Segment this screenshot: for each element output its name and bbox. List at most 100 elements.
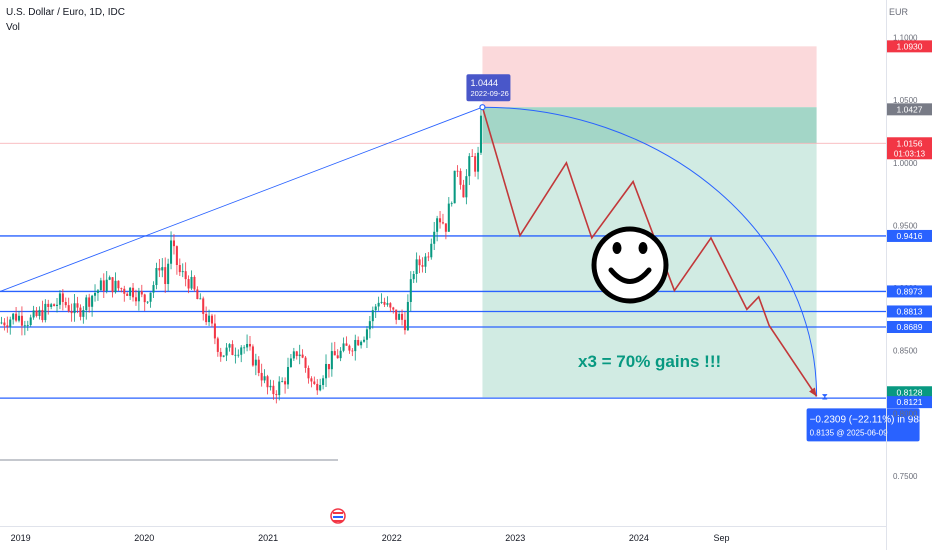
- volume-indicator-label[interactable]: Vol: [6, 22, 20, 33]
- candle-body: [240, 347, 243, 355]
- candle-body: [433, 231, 436, 244]
- smiley-mouth: [608, 267, 652, 284]
- candle-body: [246, 343, 249, 348]
- price-tag-box: [887, 137, 932, 160]
- candle-body: [102, 280, 105, 292]
- y-tick-label: 1.1000: [893, 34, 918, 43]
- candle-body: [172, 240, 175, 247]
- candle-body: [456, 170, 459, 172]
- price-tag-label: 0.8813: [897, 306, 923, 316]
- candle-body: [53, 304, 56, 306]
- candle-body: [94, 292, 97, 296]
- candle-body: [219, 351, 222, 357]
- candle-body: [129, 287, 132, 296]
- candle-body: [439, 218, 442, 223]
- candle-body: [202, 298, 205, 314]
- candle-body: [289, 358, 292, 368]
- y-tick-label: 0.8500: [893, 347, 918, 356]
- candle-body: [213, 323, 216, 339]
- y-tick-label: 0.9500: [893, 221, 918, 230]
- candle-body: [29, 317, 32, 326]
- candle-body: [421, 265, 424, 267]
- candle-body: [324, 363, 328, 379]
- candle-body: [76, 303, 79, 308]
- price-tag-label: 0.8121: [897, 397, 923, 407]
- candle-body: [41, 309, 44, 321]
- candle-body: [363, 339, 366, 342]
- candle-body: [418, 259, 421, 266]
- candle-body: [304, 357, 307, 368]
- currency-label: EUR: [888, 7, 908, 17]
- candle-body: [357, 339, 360, 346]
- candle-body: [403, 319, 406, 331]
- candle-body: [436, 218, 439, 232]
- y-tick-label: 1.0500: [893, 96, 918, 105]
- candle-body: [88, 297, 91, 307]
- smiley-face-icon: [591, 226, 669, 304]
- candle-body: [354, 339, 357, 352]
- candle-body: [55, 304, 59, 306]
- candle-body: [3, 322, 6, 326]
- price-tag-box: [887, 40, 932, 53]
- candle-body: [441, 222, 444, 224]
- candle-body: [313, 381, 316, 384]
- symbol-title[interactable]: U.S. Dollar / Euro, 1D, IDC: [6, 7, 125, 18]
- candle-body: [237, 354, 240, 356]
- candle-body: [32, 310, 35, 318]
- candle-body: [205, 313, 208, 323]
- candle-body: [322, 378, 325, 386]
- candle-body: [310, 378, 313, 382]
- candle-body: [401, 313, 404, 320]
- candle-body: [447, 203, 450, 232]
- candle-body: [272, 385, 275, 395]
- candle-body: [114, 280, 117, 293]
- candle-body: [386, 303, 389, 305]
- candle-body: [269, 385, 272, 388]
- candle-body: [20, 315, 23, 326]
- candle-body: [190, 276, 193, 289]
- candle-body: [360, 341, 363, 346]
- price-tag-label: 0.9416: [897, 231, 923, 241]
- candle-body: [73, 303, 76, 314]
- x-tick-label: 2022: [382, 533, 402, 543]
- price-tag-label: 1.0156: [897, 138, 923, 148]
- candle-body: [380, 301, 383, 303]
- candle-body: [161, 267, 164, 271]
- candle-body: [184, 271, 187, 280]
- candle-body: [26, 325, 29, 326]
- candle-body: [234, 354, 237, 356]
- candle-body: [61, 293, 64, 302]
- price-tag-box: [887, 103, 932, 116]
- candle-body: [35, 310, 38, 316]
- y-tick-label: 0.7500: [893, 472, 918, 481]
- candle-body: [82, 310, 85, 317]
- measure-pin: ⧗: [822, 391, 828, 401]
- price-tag-label: 1.0930: [897, 41, 923, 51]
- candle-body: [222, 355, 225, 357]
- candle-body: [471, 156, 474, 157]
- candle-body: [254, 359, 257, 366]
- candle-body: [339, 350, 342, 359]
- candle-body: [430, 243, 433, 258]
- candle-body: [140, 291, 143, 295]
- loss-zone: [482, 46, 817, 108]
- candle-body: [406, 301, 409, 331]
- candle-body: [9, 319, 12, 327]
- candle-body: [477, 152, 480, 172]
- profit-zone-top: [482, 107, 817, 144]
- candle-body: [251, 346, 254, 366]
- flag-stripe: [333, 512, 343, 514]
- candle-body: [96, 290, 99, 293]
- price-tag-label: 0.8689: [897, 322, 923, 332]
- peak-label-value: 1.0444: [470, 78, 498, 88]
- price-tag-box: [887, 229, 932, 242]
- candle-body: [67, 305, 70, 312]
- candle-body: [248, 343, 252, 347]
- candle-body: [257, 359, 260, 373]
- peak-point: [479, 104, 486, 111]
- candle-body: [427, 256, 430, 258]
- candle-body: [164, 267, 167, 285]
- trend-line: [0, 106, 483, 292]
